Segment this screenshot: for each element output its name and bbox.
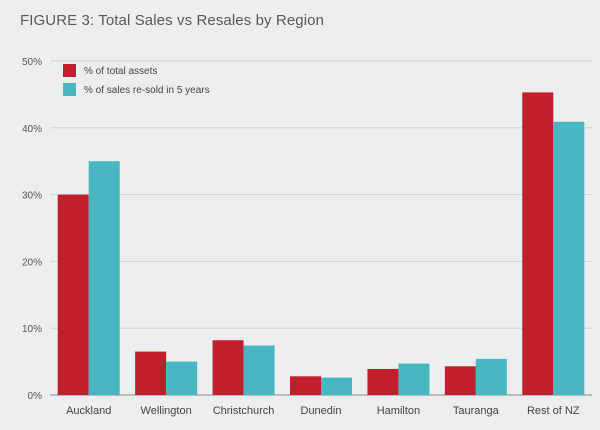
bars — [57, 92, 585, 396]
x-tick-label: Hamilton — [377, 405, 420, 417]
bar-resold-hamilton — [398, 363, 430, 395]
bar-resold-dunedin — [321, 377, 352, 395]
bar-total-assets-dunedin — [290, 376, 321, 395]
bar-total-assets-auckland — [57, 194, 89, 395]
bar-resold-wellington — [166, 361, 198, 395]
bar-total-assets-tauranga — [444, 366, 476, 395]
y-tick-label: 10% — [22, 324, 42, 335]
x-tick-label: Wellington — [141, 405, 192, 417]
legend: % of total assets % of sales re-sold in 5… — [63, 64, 210, 96]
legend-swatch — [63, 83, 76, 96]
x-tick-label: Dunedin — [301, 405, 342, 417]
y-axis-ticks: 0% 10% 20% 30% 40% 50% — [22, 57, 42, 402]
legend-label: % of sales re-sold in 5 years — [84, 85, 210, 96]
y-tick-label: 50% — [22, 57, 42, 68]
y-tick-label: 20% — [22, 257, 42, 268]
y-tick-label: 30% — [22, 191, 42, 202]
x-tick-label: Rest of NZ — [527, 405, 580, 417]
x-tick-label: Tauranga — [453, 405, 500, 417]
bar-total-assets-hamilton — [367, 368, 399, 395]
gridlines — [50, 60, 592, 396]
bar-resold-auckland — [88, 161, 120, 395]
x-tick-label: Christchurch — [213, 405, 275, 417]
bar-total-assets-christchurch — [212, 340, 244, 395]
y-tick-label: 40% — [22, 124, 42, 135]
y-tick-label: 0% — [28, 391, 43, 402]
bar-resold-tauranga — [475, 358, 507, 395]
legend-swatch — [63, 64, 76, 77]
chart-title: FIGURE 3: Total Sales vs Resales by Regi… — [20, 12, 325, 29]
bar-total-assets-rest-of-nz — [522, 92, 554, 396]
legend-label: % of total assets — [84, 66, 157, 77]
bar-resold-christchurch — [243, 345, 275, 395]
x-tick-label: Auckland — [66, 405, 111, 417]
bar-resold-rest-of-nz — [553, 121, 585, 396]
x-axis-ticks: Auckland Wellington Christchurch Dunedin Ham… — [66, 405, 580, 417]
bar-total-assets-wellington — [135, 351, 167, 395]
